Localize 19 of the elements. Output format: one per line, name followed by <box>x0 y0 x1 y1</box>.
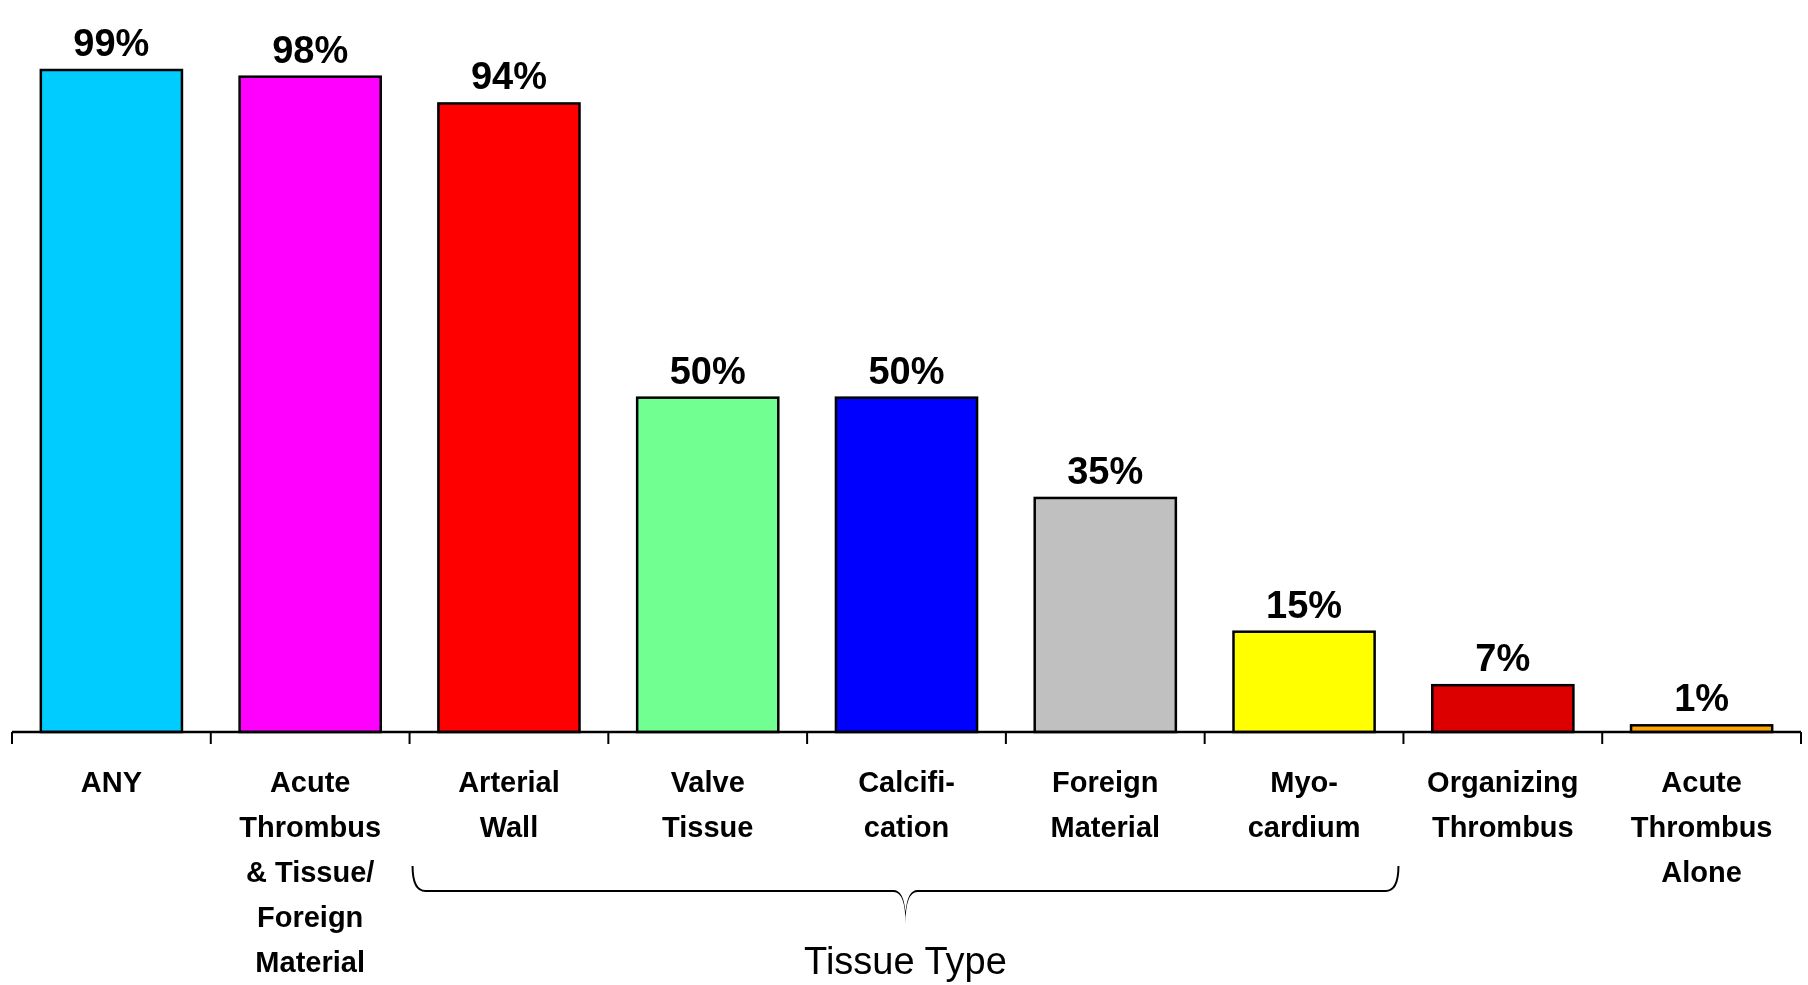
data-label: 35% <box>1067 449 1144 492</box>
data-label: 50% <box>669 349 746 392</box>
data-label: 98% <box>272 28 349 71</box>
data-label: 7% <box>1475 637 1531 680</box>
x-tick-label: ANY <box>80 766 143 798</box>
text: Tissue Type <box>804 940 1007 982</box>
x-tick-label: Acute Thrombus & Tissue/ Foreign Material <box>239 766 382 978</box>
x-tick-label: Foreign Material <box>1050 766 1161 843</box>
data-label: 99% <box>73 22 150 64</box>
x-tick-label: Myo- cardium <box>1247 766 1361 843</box>
data-label: 94% <box>470 55 547 98</box>
x-tick-label: Valve Tissue <box>662 766 754 843</box>
data-label: 1% <box>1674 677 1730 720</box>
x-tick-label: Arterial Wall <box>458 766 560 843</box>
x-tick-label: Acute Thrombus Alone <box>1630 766 1773 888</box>
x-tick-label: Organizing Thrombus <box>1427 766 1579 843</box>
data-label: 50% <box>868 349 945 392</box>
data-label: 15% <box>1266 583 1343 626</box>
x-tick-label: Calcifi- cation <box>858 766 955 843</box>
